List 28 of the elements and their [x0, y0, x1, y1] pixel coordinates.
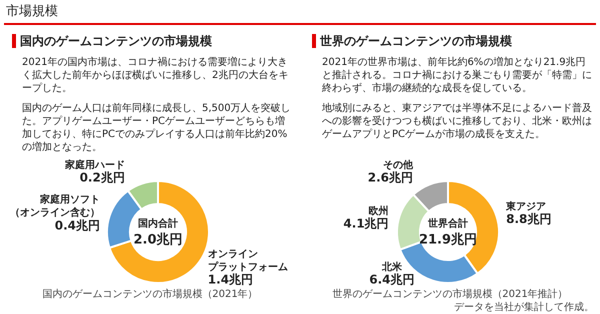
data-label: 0.4兆円	[54, 218, 100, 232]
slice-label: 北米	[380, 261, 403, 274]
data-label: 1.4兆円	[208, 272, 254, 287]
chart-subtitle: 2021年の世界市場は、前年比約6%の増加となり21.9兆円と推計される。コロナ禍における巣ごもり需要が「特需」に終わらず、市場の継続的な成長を促している。	[322, 56, 593, 95]
text: 世界のゲームコンテンツの市場規模（2021年推計）	[331, 289, 569, 300]
slice-label: 家庭用ハード	[64, 159, 125, 172]
text: 国内合計	[138, 218, 178, 230]
text: 国内のゲーム人口は前年同様に成長し、5,500万人を突破した。アプリゲームユーザー・PCゲームユーザーどちらも増加しており、特にPCでのみプレイする人口は前年比約20%の増加となった。	[22, 102, 292, 154]
slice-label: オンラインプラットフォーム	[208, 249, 288, 274]
data-label: 8.8兆円	[506, 212, 552, 226]
text: 国内のゲームコンテンツの市場規模（2021年）	[41, 289, 259, 300]
chart-subtitle: 2021年の国内市場は、コロナ禍における需要増により大きく拡大した前年からほぼ横ばいに推移し、2兆円の大台をキープした。	[22, 56, 290, 95]
chart-title: 世界のゲームコンテンツの市場規模	[312, 34, 512, 48]
data-label: 4.1兆円	[343, 216, 389, 230]
text: 地域別にみると、東アジアでは半導体不足によるハード普及への影響を受けつつも横ばいに推移しており、北米・欧州はゲームアプリとPCゲームが市場の成長を支えた。	[322, 102, 593, 141]
text: データを当社が集計して作成。	[454, 302, 594, 313]
text: 市場規模	[6, 4, 58, 20]
data-label: 6.4兆円	[369, 272, 415, 287]
text: 世界合計	[427, 218, 468, 230]
data-label: 0.2兆円	[80, 170, 125, 185]
slice-label: 家庭用ソフト（オンライン含む）	[10, 194, 100, 219]
slice-label: その他	[383, 159, 414, 172]
text: 2.0兆円	[133, 232, 183, 248]
data-label: 2.6兆円	[368, 170, 414, 185]
slice-label: 東アジア	[505, 200, 546, 213]
slice-label: 欧州	[368, 204, 389, 217]
text: 21.9兆円	[418, 232, 478, 248]
chart-title: 国内のゲームコンテンツの市場規模	[12, 34, 212, 48]
